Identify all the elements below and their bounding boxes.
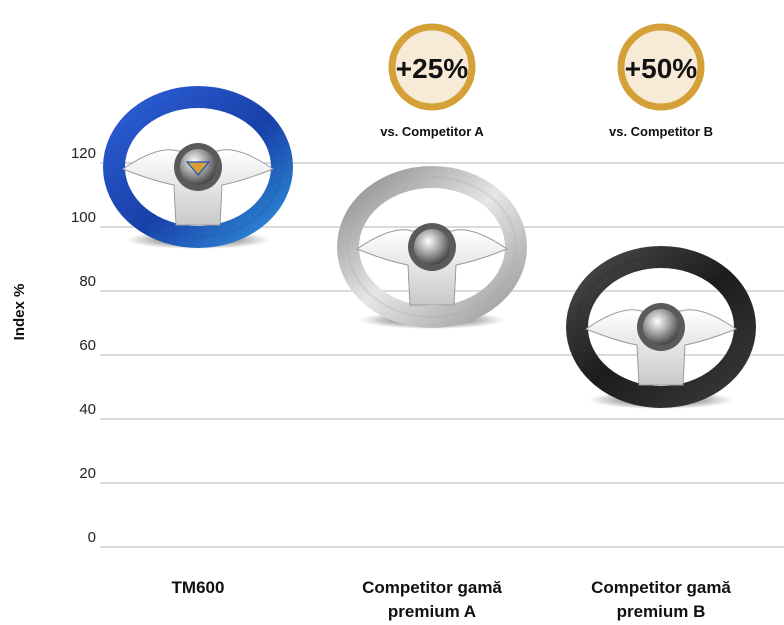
badge-comparison-label: vs. Competitor A	[380, 124, 484, 139]
y-tick-label: 20	[79, 465, 96, 482]
y-tick-label: 40	[79, 401, 96, 418]
wheel-rim-edge	[113, 96, 283, 238]
category-labels: TM600 Competitor gamă premium A Competitor …	[172, 578, 732, 621]
data-markers	[103, 86, 756, 409]
y-tick-label: 120	[71, 145, 96, 162]
wheel-rim	[337, 166, 527, 328]
steering-wheel-blue-icon	[103, 86, 293, 249]
y-tick-label: 0	[88, 529, 96, 546]
y-tick-label: 100	[71, 209, 96, 226]
badge-comparison-label: vs. Competitor B	[609, 124, 713, 139]
y-tick-label: 80	[79, 273, 96, 290]
wheel-rim	[103, 86, 293, 248]
wheel-hub	[643, 309, 679, 345]
y-tick-label: 60	[79, 337, 96, 354]
badge-percent: +50%	[625, 53, 697, 84]
badge-circle	[388, 23, 476, 111]
x-category-label: Competitor gamă premium B	[591, 578, 731, 621]
y-axis-ticks: 0 20 40 60 80 100 120	[71, 145, 96, 546]
x-category-label: TM600	[172, 578, 225, 597]
wheel-rim-edge	[347, 176, 517, 318]
y-axis-label: Index %	[11, 284, 28, 341]
brand-logo-icon	[185, 161, 211, 176]
wheel-hub	[414, 229, 450, 265]
annotation-badges: +25% vs. Competitor A +50% vs. Competitor B	[380, 23, 713, 139]
x-category-label: Competitor gamă premium A	[362, 578, 502, 621]
badge-1: +25% vs. Competitor A	[380, 23, 484, 139]
wheel-rim-edge	[576, 256, 746, 398]
steering-wheel-black-icon	[566, 246, 756, 409]
badge-circle	[617, 23, 705, 111]
badge-percent: +25%	[396, 53, 468, 84]
wheel-rim	[566, 246, 756, 408]
steering-wheel-silver-icon	[337, 166, 527, 329]
badge-2: +50% vs. Competitor B	[609, 23, 713, 139]
